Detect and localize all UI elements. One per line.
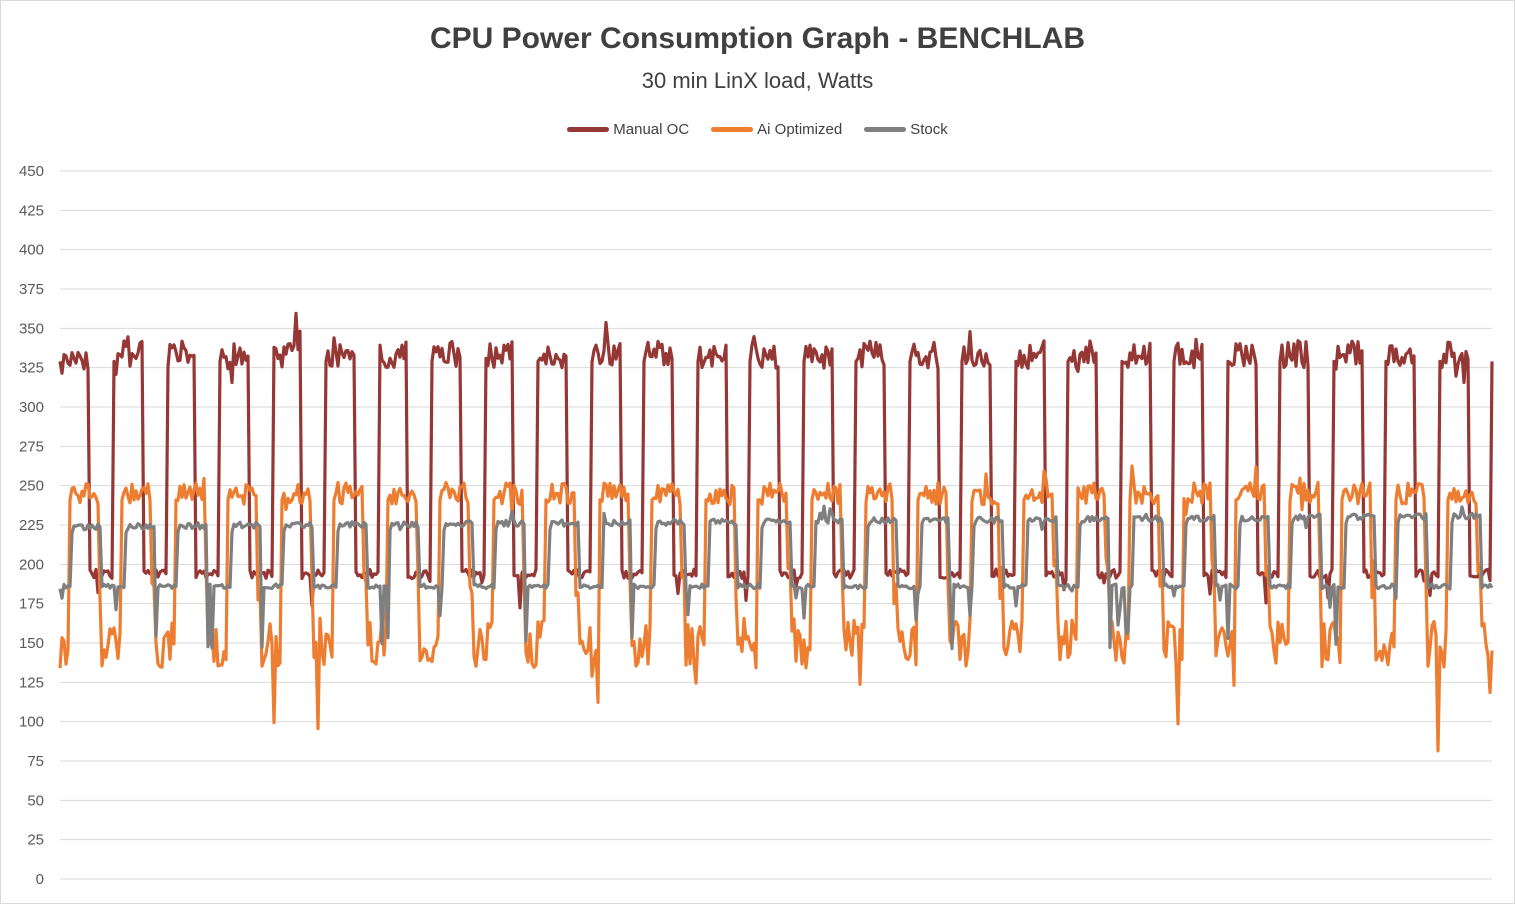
series-line-ai-optimized (58, 464, 1494, 753)
legend-item-stock: Stock (864, 121, 948, 138)
y-tick-label-100: 100 (19, 714, 44, 731)
series-line-stock (58, 504, 1494, 651)
chart-title: CPU Power Consumption Graph - BENCHLAB (429, 22, 1085, 55)
y-tick-label-425: 425 (19, 202, 44, 219)
y-tick-label-450: 450 (19, 163, 44, 180)
y-tick-label-25: 25 (27, 832, 44, 849)
y-tick-label-275: 275 (19, 438, 44, 455)
chart-legend: Manual OC Ai Optimized Stock (0, 121, 1515, 138)
legend-label-stock: Stock (910, 121, 948, 138)
y-tick-label-75: 75 (27, 753, 44, 770)
y-tick-label-175: 175 (19, 596, 44, 613)
y-tick-label-150: 150 (19, 635, 44, 652)
legend-label-ai-optimized: Ai Optimized (757, 121, 843, 138)
y-tick-label-375: 375 (19, 281, 44, 298)
y-tick-label-325: 325 (19, 360, 44, 377)
y-tick-label-300: 300 (19, 399, 44, 416)
series-line-manual-oc (58, 311, 1494, 610)
y-tick-label-0: 0 (36, 871, 44, 888)
y-tick-label-200: 200 (19, 556, 44, 573)
y-tick-label-50: 50 (27, 792, 44, 809)
legend-swatch-ai-optimized (711, 127, 754, 132)
y-tick-label-125: 125 (19, 674, 44, 691)
legend-label-manual-oc: Manual OC (613, 121, 690, 138)
legend-item-ai-optimized: Ai Optimized (711, 121, 842, 138)
y-tick-label-400: 400 (19, 242, 44, 259)
y-tick-label-225: 225 (19, 517, 44, 534)
chart-subtitle: 30 min LinX load, Watts (641, 68, 874, 93)
y-tick-label-250: 250 (19, 478, 44, 495)
legend-item-manual-oc: Manual OC (567, 121, 689, 138)
legend-swatch-stock (864, 127, 907, 132)
y-tick-label-350: 350 (19, 320, 44, 337)
legend-swatch-manual-oc (567, 127, 610, 132)
